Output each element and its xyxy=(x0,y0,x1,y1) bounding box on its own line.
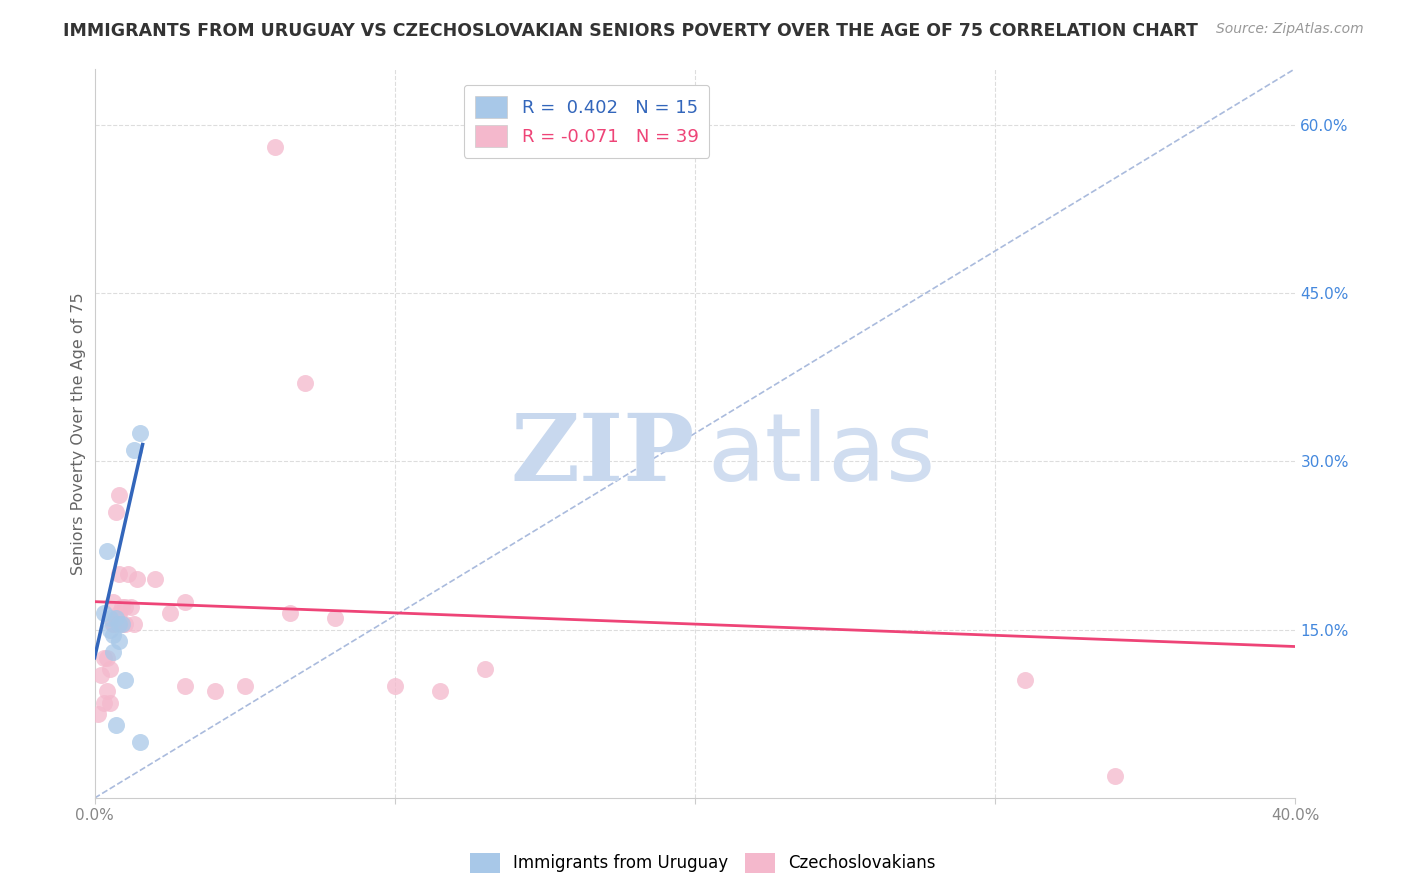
Point xyxy=(173,594,195,608)
Point xyxy=(96,684,118,698)
Point xyxy=(98,611,121,625)
Point xyxy=(122,443,145,458)
Point xyxy=(110,617,132,632)
Point xyxy=(125,572,148,586)
Legend: Immigrants from Uruguay, Czechoslovakians: Immigrants from Uruguay, Czechoslovakian… xyxy=(464,847,942,880)
Point xyxy=(204,684,226,698)
Point xyxy=(323,611,346,625)
Point xyxy=(93,606,115,620)
Point xyxy=(93,696,115,710)
Y-axis label: Seniors Poverty Over the Age of 75: Seniors Poverty Over the Age of 75 xyxy=(72,292,86,574)
Text: atlas: atlas xyxy=(707,409,935,501)
Text: IMMIGRANTS FROM URUGUAY VS CZECHOSLOVAKIAN SENIORS POVERTY OVER THE AGE OF 75 CO: IMMIGRANTS FROM URUGUAY VS CZECHOSLOVAKI… xyxy=(63,22,1198,40)
Point xyxy=(159,606,181,620)
Point xyxy=(114,617,136,632)
Point xyxy=(110,600,132,615)
Point xyxy=(384,679,406,693)
Point xyxy=(96,650,118,665)
Text: ZIP: ZIP xyxy=(510,410,695,500)
Point xyxy=(101,594,124,608)
Point xyxy=(120,600,142,615)
Text: Source: ZipAtlas.com: Source: ZipAtlas.com xyxy=(1216,22,1364,37)
Point xyxy=(1104,769,1126,783)
Point xyxy=(114,600,136,615)
Point xyxy=(101,628,124,642)
Legend: R =  0.402   N = 15, R = -0.071   N = 39: R = 0.402 N = 15, R = -0.071 N = 39 xyxy=(464,85,710,158)
Point xyxy=(128,735,150,749)
Point xyxy=(173,679,195,693)
Point xyxy=(101,617,124,632)
Point xyxy=(233,679,256,693)
Point xyxy=(114,673,136,688)
Point xyxy=(96,544,118,558)
Point xyxy=(98,623,121,637)
Point xyxy=(104,505,127,519)
Point xyxy=(107,617,129,632)
Point xyxy=(294,376,316,390)
Point xyxy=(98,662,121,676)
Point xyxy=(110,617,132,632)
Point xyxy=(107,488,129,502)
Point xyxy=(104,718,127,732)
Point xyxy=(104,611,127,625)
Point xyxy=(128,426,150,441)
Point xyxy=(278,606,301,620)
Point xyxy=(93,650,115,665)
Point xyxy=(104,611,127,625)
Point xyxy=(474,662,496,676)
Point xyxy=(107,606,129,620)
Point xyxy=(101,645,124,659)
Point xyxy=(98,696,121,710)
Point xyxy=(86,706,108,721)
Point xyxy=(107,634,129,648)
Point xyxy=(143,572,166,586)
Point xyxy=(90,667,112,681)
Point xyxy=(101,617,124,632)
Point xyxy=(117,566,139,581)
Point xyxy=(429,684,451,698)
Point xyxy=(107,566,129,581)
Point xyxy=(122,617,145,632)
Point xyxy=(263,140,285,154)
Point xyxy=(1014,673,1036,688)
